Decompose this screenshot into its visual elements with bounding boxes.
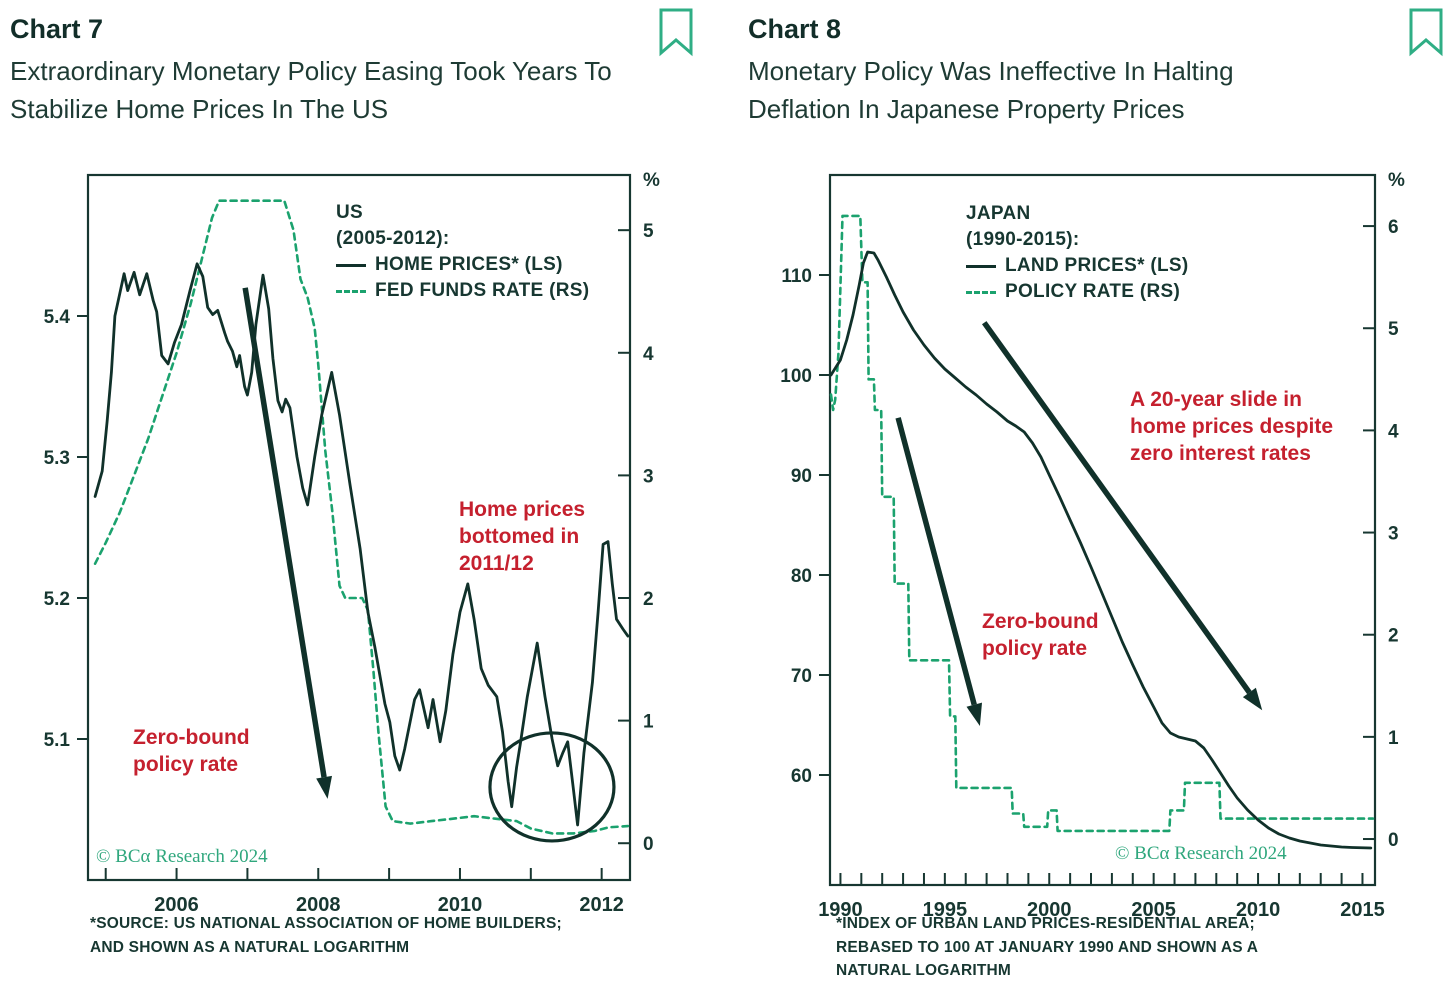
x-tick-label: 2012 xyxy=(579,894,624,916)
bookmark-icon[interactable] xyxy=(1408,8,1446,58)
legend-entry-fed-funds: FED FUNDS RATE (RS) xyxy=(336,278,589,304)
y-tick-label: 2 xyxy=(1388,626,1399,647)
chart8-label: Chart 8 xyxy=(748,14,842,44)
annotation-arrow-1 xyxy=(895,417,982,726)
solid-line-sample xyxy=(336,263,366,267)
y-tick-label: 5 xyxy=(643,221,654,242)
right-axis: 5 4 3 2 1 0% xyxy=(618,170,660,855)
y-tick-label: 110 xyxy=(781,266,812,287)
legend-entry-policy-rate: POLICY RATE (RS) xyxy=(966,279,1189,305)
y-tick-label: 100 xyxy=(780,366,812,387)
chart8-legend: JAPAN (1990-2015): LAND PRICES* (LS) POL… xyxy=(966,201,1189,305)
chart7-legend: US (2005-2012): HOME PRICES* (LS) FED FU… xyxy=(336,200,589,304)
y-tick-label: 5.2 xyxy=(44,589,70,610)
annotation-arrow-2 xyxy=(982,321,1263,711)
annotation-ellipse xyxy=(488,731,616,843)
series-home-prices-ls xyxy=(93,262,630,827)
x-tick-label: 2015 xyxy=(1340,899,1385,921)
series-fed-funds-rate-rs xyxy=(93,199,630,835)
y-tick-label: 6 xyxy=(1388,217,1399,238)
axis-unit-label: % xyxy=(1388,170,1405,191)
y-tick-label: 4 xyxy=(643,344,654,365)
chart8-header: Chart 8 Monetary Policy Was Ineffective … xyxy=(748,14,1408,128)
annotation-zero-bound-japan: Zero-bound policy rate xyxy=(982,610,1099,660)
x-axis: 2006 2008 2010 2012 xyxy=(104,868,624,916)
axis-unit-label: % xyxy=(643,170,660,191)
left-axis: 5.4 5.3 5.2 5.1 xyxy=(44,307,88,751)
chart7-header: Chart 7 Extraordinary Monetary Policy Ea… xyxy=(10,14,700,128)
y-tick-label: 3 xyxy=(643,466,654,487)
legend-region: JAPAN xyxy=(966,203,1031,224)
chart-us: 2006 2008 2010 2012 5.4 5.3 5.2 5.1 5 4 3 2 1 0% xyxy=(44,170,660,916)
x-tick-label: 2006 xyxy=(154,894,199,916)
y-tick-label: 1 xyxy=(1388,728,1399,749)
bookmark-icon[interactable] xyxy=(658,8,696,58)
annotation-home-prices-bottomed: Home prices bottomed in 2011/12 xyxy=(459,498,586,575)
dashed-line-sample xyxy=(966,290,996,294)
y-tick-label: 5.1 xyxy=(44,730,71,751)
x-tick-label: 1990 xyxy=(818,899,863,921)
y-tick-label: 0 xyxy=(643,834,654,855)
legend-period: (1990-2015): xyxy=(966,229,1080,250)
chart8-footnote: *INDEX OF URBAN LAND PRICES-RESIDENTIAL … xyxy=(836,915,1259,979)
solid-line-sample xyxy=(966,264,996,268)
right-axis: 6 5 4 3 2 1 0% xyxy=(1363,170,1405,851)
x-tick-label: 2000 xyxy=(1027,899,1072,921)
y-tick-label: 2 xyxy=(643,589,654,610)
y-tick-label: 4 xyxy=(1388,421,1399,442)
y-tick-label: 3 xyxy=(1388,524,1399,545)
x-tick-label: 2008 xyxy=(296,894,341,916)
bca-copyright: © BCα Research 2024 xyxy=(96,846,268,867)
chart7-footnote: *SOURCE: US NATIONAL ASSOCIATION OF HOME… xyxy=(90,915,562,956)
legend-entry-home-prices: HOME PRICES* (LS) xyxy=(336,252,589,278)
chart7-label: Chart 7 xyxy=(10,14,104,44)
legend-entry-land-prices: LAND PRICES* (LS) xyxy=(966,253,1189,279)
chart7-title: Extraordinary Monetary Policy Easing Too… xyxy=(10,56,612,124)
y-tick-label: 5.3 xyxy=(44,448,70,469)
bca-copyright: © BCα Research 2024 xyxy=(1115,843,1287,864)
annotation-20-year-slide: A 20-year slide in home prices despite z… xyxy=(1130,388,1334,465)
plot-frame xyxy=(86,173,632,882)
legend-region: US xyxy=(336,202,363,223)
x-tick-label: 2010 xyxy=(438,894,483,916)
dashed-line-sample xyxy=(336,289,366,293)
y-tick-label: 90 xyxy=(791,466,812,487)
y-tick-label: 60 xyxy=(791,766,812,787)
y-tick-label: 1 xyxy=(643,712,654,733)
annotation-arrow-1 xyxy=(242,287,332,799)
y-tick-label: 5.4 xyxy=(44,307,71,328)
left-axis: 110 100 90 80 70 60 xyxy=(780,266,830,787)
y-tick-label: 0 xyxy=(1388,830,1399,851)
x-tick-label: 2005 xyxy=(1131,899,1176,921)
x-axis: 1990 1995 2000 2005 2010 2015 xyxy=(818,873,1385,921)
plot-frame xyxy=(828,173,1377,887)
series-land-prices-ls xyxy=(829,250,1373,850)
y-tick-label: 80 xyxy=(791,566,812,587)
legend-period: (2005-2012): xyxy=(336,228,450,249)
x-tick-label: 2010 xyxy=(1236,899,1281,921)
x-tick-label: 1995 xyxy=(923,899,968,921)
y-tick-label: 70 xyxy=(791,666,812,687)
chart8-title: Monetary Policy Was Ineffective In Halti… xyxy=(748,56,1234,124)
annotation-zero-bound-us: Zero-bound policy rate xyxy=(133,726,250,776)
series-policy-rate-rs xyxy=(829,214,1375,833)
y-tick-label: 5 xyxy=(1388,319,1399,340)
chart-japan: 1990 1995 2000 2005 2010 2015 110 100 90 80 70 60 6 5… xyxy=(780,170,1405,921)
